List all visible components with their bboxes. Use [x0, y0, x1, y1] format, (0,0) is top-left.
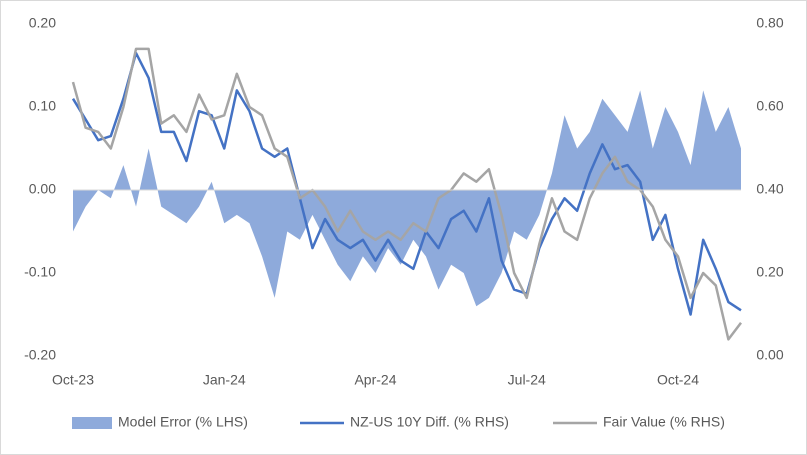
y2-tick-label: 0.00 [756, 347, 783, 363]
x-tick-label: Jan-24 [203, 372, 246, 388]
legend-label: Fair Value (% RHS) [603, 414, 725, 430]
x-tick-label: Jul-24 [508, 372, 546, 388]
x-tick-label: Apr-24 [354, 372, 396, 388]
y2-tick-label: 0.20 [756, 264, 783, 280]
legend-label: NZ-US 10Y Diff. (% RHS) [350, 414, 509, 430]
y2-tick-label: 0.40 [756, 181, 783, 197]
line [71, 47, 742, 341]
y-tick-label: -0.10 [24, 264, 56, 280]
y-tick-label: 0.00 [29, 181, 56, 197]
y2-tick-label: 0.80 [756, 15, 783, 31]
legend-swatch [72, 417, 112, 429]
x-tick-label: Oct-23 [52, 372, 94, 388]
y-tick-label: 0.10 [29, 98, 56, 114]
y-tick-label: 0.20 [29, 15, 56, 31]
line [71, 51, 742, 316]
y2-tick-label: 0.60 [756, 98, 783, 114]
legend-label: Model Error (% LHS) [118, 414, 248, 430]
x-tick-label: Oct-24 [657, 372, 699, 388]
area [73, 90, 741, 307]
y-tick-label: -0.20 [24, 347, 56, 363]
